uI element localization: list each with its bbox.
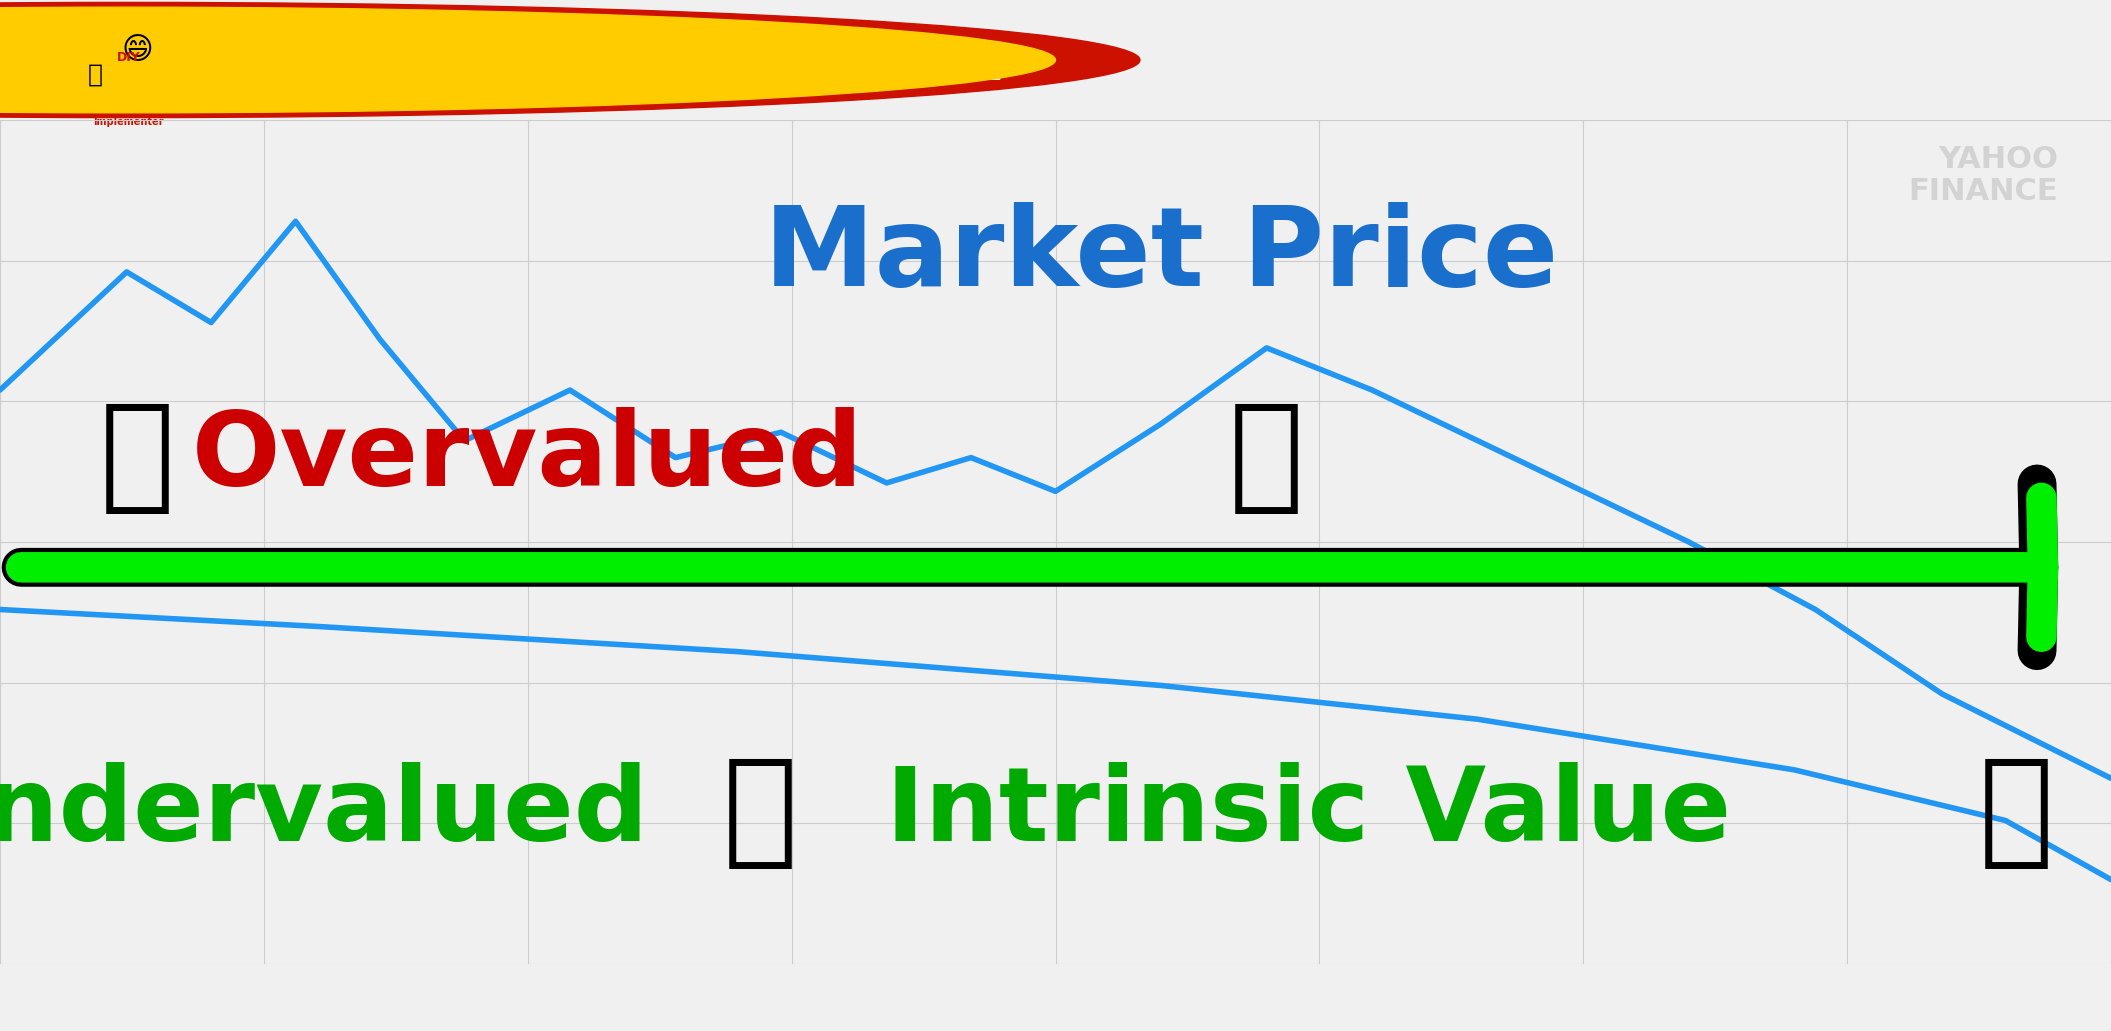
Text: 👍: 👍 [722,752,798,872]
Circle shape [0,2,1140,118]
Text: YAHOO
FINANCE: YAHOO FINANCE [1908,145,2058,205]
Text: 👍: 👍 [1978,752,2054,872]
Text: Warren Buffett Calculator: Warren Buffett Calculator [285,42,1011,90]
Text: 👎: 👎 [99,397,175,519]
Circle shape [0,7,1056,112]
Text: DIY: DIY [116,52,141,64]
Text: Undervalued: Undervalued [0,762,648,863]
Text: Overvalued: Overvalued [192,407,863,508]
Text: 👍: 👍 [87,63,103,87]
Text: 👎: 👎 [1229,397,1305,519]
Text: Implementer: Implementer [93,118,165,128]
Text: Intrinsic Value: Intrinsic Value [887,762,1731,863]
Text: 😄: 😄 [120,36,154,65]
Text: Market Price: Market Price [764,201,1558,308]
